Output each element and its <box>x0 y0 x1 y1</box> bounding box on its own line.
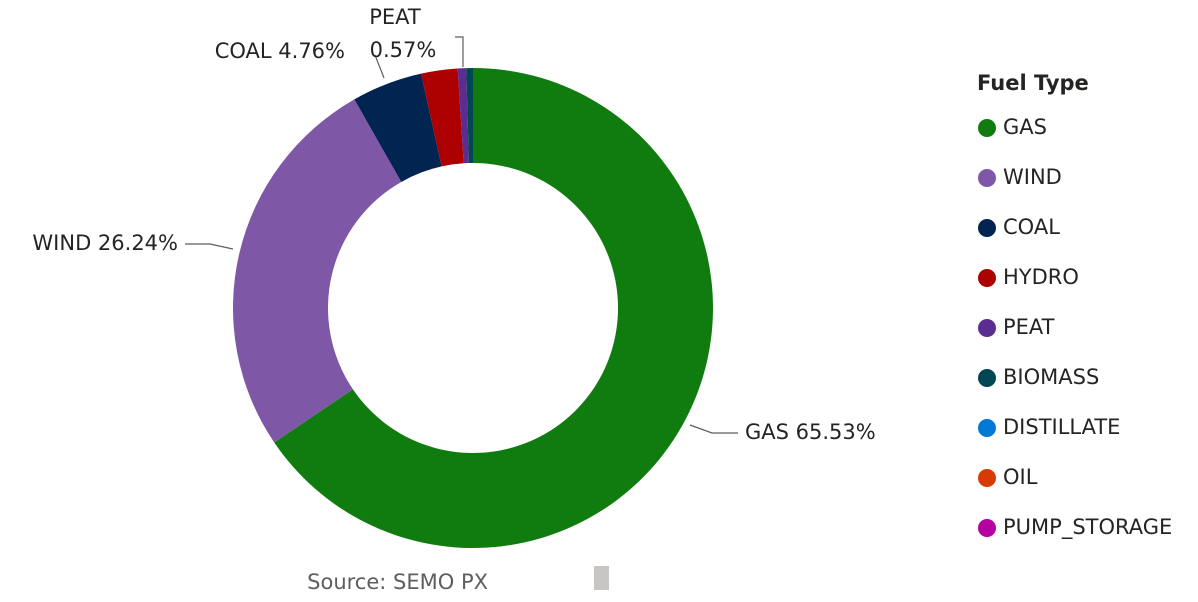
slice <box>233 99 402 443</box>
source-icon <box>594 566 609 590</box>
source: Source: SEMO PX <box>307 570 488 594</box>
legend-marker <box>978 269 996 287</box>
slice <box>466 68 473 164</box>
legend-marker <box>978 419 996 437</box>
legend-marker <box>978 119 996 137</box>
leader-line <box>374 54 385 79</box>
legend-marker <box>978 219 996 237</box>
slice <box>421 68 464 167</box>
legend-marker <box>978 519 996 537</box>
legend-label: HYDRO <box>1003 265 1079 289</box>
data-label: COAL 4.76% <box>215 39 345 63</box>
legend-marker <box>978 369 996 387</box>
legend-label: GAS <box>1003 115 1047 139</box>
data-label: WIND 26.24% <box>32 231 178 255</box>
legend-label: PUMP_STORAGE <box>1003 515 1172 540</box>
legend-label: PEAT <box>1003 315 1055 339</box>
legend-title: Fuel Type <box>977 71 1089 95</box>
legend-label: BIOMASS <box>1003 365 1099 389</box>
data-label: PEAT 0.57% <box>369 5 436 62</box>
legend-label: WIND <box>1003 165 1062 189</box>
leader-line <box>455 36 464 67</box>
legend-marker <box>978 169 996 187</box>
slice <box>354 73 442 182</box>
slice <box>457 68 469 164</box>
leader-line <box>689 424 738 434</box>
legend-label: OIL <box>1003 465 1038 489</box>
leader-line <box>185 243 234 250</box>
data-label: GAS 65.53% <box>745 420 876 444</box>
legend-marker <box>978 469 996 487</box>
legend-label: DISTILLATE <box>1003 415 1120 439</box>
legend-label: COAL <box>1003 215 1060 239</box>
legend-marker <box>978 319 996 337</box>
slice <box>274 68 713 548</box>
